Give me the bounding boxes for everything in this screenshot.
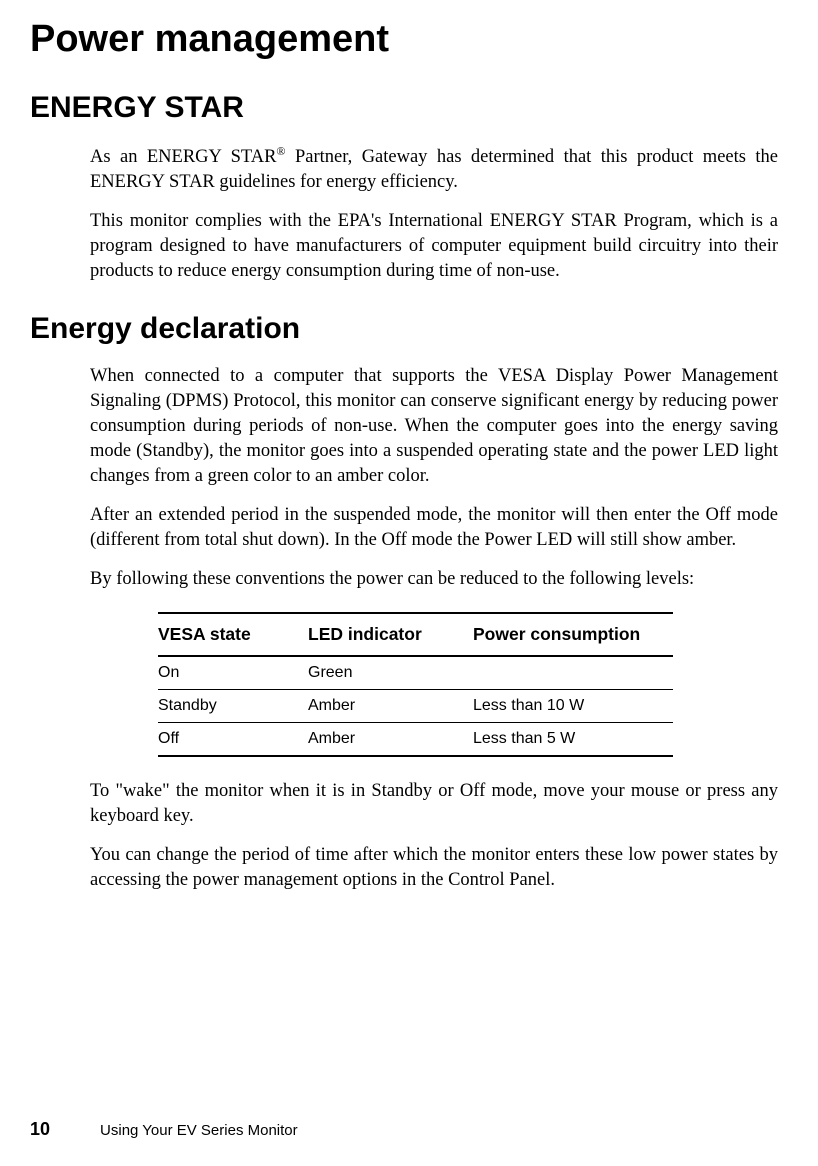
cell-vesa: Off <box>158 722 308 756</box>
table-row: On Green <box>158 656 673 690</box>
page-number: 10 <box>30 1119 50 1139</box>
energy-decl-para3: By following these conventions the power… <box>90 567 778 592</box>
energy-decl-para2: After an extended period in the suspende… <box>90 503 778 553</box>
table-row: Standby Amber Less than 10 W <box>158 689 673 722</box>
energy-star-para1: As an ENERGY STAR® Partner, Gateway has … <box>90 143 778 195</box>
header-led-indicator: LED indicator <box>308 613 473 656</box>
registered-symbol: ® <box>276 144 285 158</box>
energy-decl-para4: To "wake" the monitor when it is in Stan… <box>90 779 778 829</box>
energy-star-para2: This monitor complies with the EPA's Int… <box>90 209 778 284</box>
table-header-row: VESA state LED indicator Power consumpti… <box>158 613 673 656</box>
header-vesa-state: VESA state <box>158 613 308 656</box>
energy-decl-para5: You can change the period of time after … <box>90 843 778 893</box>
page-title: Power management <box>30 18 788 61</box>
energy-declaration-heading: Energy declaration <box>30 312 788 346</box>
cell-power: Less than 10 W <box>473 689 673 722</box>
cell-led: Amber <box>308 722 473 756</box>
page-footer: 10 Using Your EV Series Monitor <box>30 1119 298 1140</box>
cell-power: Less than 5 W <box>473 722 673 756</box>
cell-led: Green <box>308 656 473 690</box>
footer-text: Using Your EV Series Monitor <box>100 1122 298 1139</box>
energy-decl-para1: When connected to a computer that suppor… <box>90 364 778 489</box>
energy-star-heading: ENERGY STAR <box>30 91 788 125</box>
cell-vesa: Standby <box>158 689 308 722</box>
header-power-consumption: Power consumption <box>473 613 673 656</box>
energy-star-para1-pre: As an ENERGY STAR <box>90 147 276 167</box>
table-row: Off Amber Less than 5 W <box>158 722 673 756</box>
cell-power <box>473 656 673 690</box>
cell-vesa: On <box>158 656 308 690</box>
power-consumption-table: VESA state LED indicator Power consumpti… <box>158 612 673 757</box>
cell-led: Amber <box>308 689 473 722</box>
